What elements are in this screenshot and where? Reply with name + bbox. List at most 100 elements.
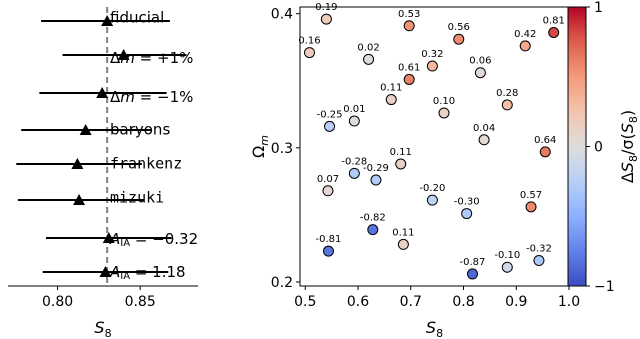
scatter-point-label: -0.87 [460, 257, 486, 268]
scatter-point [303, 47, 315, 59]
scatter-point-label: -0.20 [419, 183, 445, 194]
scatter-point-group: 0.04 [473, 123, 495, 146]
scatter-point-group: 0.42 [514, 29, 536, 52]
scatter-point-label: 0.11 [380, 83, 402, 94]
scatter-point [403, 20, 415, 32]
errorbar-row-label: Δm = +1% [110, 49, 193, 67]
scatter-point-label: -0.25 [317, 109, 343, 120]
errorbar-row: fiducial [41, 9, 170, 27]
errorbar-marker [99, 266, 112, 277]
scatter-point-group: 0.07 [317, 174, 339, 197]
scatter-point-label: 0.19 [315, 2, 337, 13]
errorbar-row-label: fiducial [110, 9, 164, 27]
scatter-point-label: 0.06 [469, 56, 491, 67]
scatter-point-label: 0.53 [398, 9, 420, 20]
scatter-point-group: -0.29 [363, 163, 389, 186]
scatter-point-group: -0.20 [419, 183, 445, 206]
colorbar-tick-label: −1 [594, 279, 615, 295]
scatter-point-group: -0.10 [494, 250, 520, 273]
colorbar-tick-label: 1 [594, 0, 603, 16]
right-x-axis: 0.5 0.6 0.7 0.8 0.9 1.0 [294, 286, 580, 310]
errorbar-row-label: frankenz [110, 155, 182, 173]
scatter-point-group: 0.11 [390, 147, 412, 170]
scatter-point-group: -0.25 [317, 109, 343, 132]
left-x-axis-label: S8 [94, 318, 111, 339]
scatter-point-group: 0.16 [298, 36, 321, 59]
right-y-axis-label: Ωm [249, 135, 271, 158]
scatter-point-group: 0.81 [543, 15, 565, 38]
scatter-point-group: 0.57 [520, 190, 542, 213]
right-y-tick-label: 0.3 [271, 141, 293, 157]
right-x-tick-label: 0.7 [400, 294, 422, 310]
errorbar-marker [79, 124, 92, 135]
scatter-point-group: 0.02 [357, 42, 380, 65]
scatter-point [348, 167, 360, 179]
scatter-point [461, 208, 473, 220]
scatter-point-label: 0.04 [473, 123, 495, 134]
scatter-point [474, 67, 486, 79]
scatter-point-group: -0.30 [454, 197, 480, 220]
scatter-point [395, 158, 407, 170]
left-x-tick-label: 0.85 [125, 294, 156, 310]
errorbar-row: frankenz [16, 155, 182, 173]
scatter-point [322, 185, 334, 197]
scatter-point-group: 0.61 [398, 62, 420, 85]
scatter-point-label: 0.16 [298, 36, 320, 47]
errorbar-marker [73, 194, 86, 205]
scatter-point [548, 26, 560, 38]
scatter-point-label: 0.42 [514, 29, 536, 40]
right-y-tick-label: 0.4 [271, 7, 293, 23]
scatter-point [426, 60, 438, 72]
scatter-point [453, 33, 465, 45]
scatter-point-group: 0.19 [315, 2, 338, 25]
scatter-point [466, 268, 478, 280]
right-x-tick-label: 0.6 [347, 294, 369, 310]
scatter-point-label: 0.56 [448, 22, 470, 33]
errorbar-row-label: baryons [110, 121, 170, 139]
scatter-point-label: 0.11 [390, 147, 412, 158]
scatter-point [397, 238, 409, 250]
scatter-point [370, 174, 382, 186]
left-x-tick-label: 0.80 [42, 294, 73, 310]
scatter-point [403, 73, 415, 85]
scatter-point-group: 0.01 [343, 104, 365, 127]
scatter-point [348, 115, 360, 127]
scatter-point-group: -0.87 [460, 257, 486, 280]
scatter-point-group: 0.11 [380, 83, 402, 106]
scatter-point [501, 99, 513, 111]
errorbar-row: baryons [21, 121, 170, 139]
right-x-tick-label: 0.8 [452, 294, 474, 310]
scatter-point [519, 40, 531, 52]
left-plot-content: fiducial Δm = +1% Δm = −1% baryons frankenz m… [16, 7, 198, 286]
scatter-point-label: -0.32 [526, 244, 552, 255]
errorbar-row-label: Δm = −1% [110, 88, 193, 106]
scatter-point [363, 53, 375, 65]
scatter-point-label: 0.64 [534, 135, 556, 146]
scatter-point-label: 0.81 [543, 15, 565, 26]
scatter-point-label: 0.57 [520, 190, 542, 201]
colorbar-gradient [567, 6, 587, 287]
right-x-tick-label: 0.5 [294, 294, 316, 310]
scatter-point-group: 0.64 [534, 135, 556, 158]
scatter-point [539, 146, 551, 158]
scatter-point-label: 0.02 [357, 42, 379, 53]
scatter-point-label: 0.01 [343, 104, 365, 115]
scatter-point [320, 13, 332, 25]
errorbar-row-label: AIA = −0.32 [109, 230, 198, 250]
errorbar-marker [101, 15, 114, 26]
scatter-point-label: -0.82 [360, 213, 386, 224]
scatter-point [426, 194, 438, 206]
scatter-panel: 0.19 0.53 0.56 0.42 0.81 0.16 0.02 0.32 0.06 0.61… [249, 2, 580, 339]
right-x-axis-label: S8 [426, 318, 443, 339]
errorbar-marker [96, 87, 109, 98]
scatter-point-label: 0.32 [421, 49, 443, 60]
right-y-axis: 0.2 0.3 0.4 [271, 7, 300, 291]
errorbar-row: Δm = +1% [62, 49, 193, 67]
scatter-point-label: -0.10 [494, 250, 520, 261]
scatter-point [501, 261, 513, 273]
errorbar-marker [102, 232, 115, 243]
left-x-axis: 0.80 0.85 [8, 285, 198, 310]
errorbar-row-label: AIA = 1.18 [109, 263, 186, 283]
right-y-tick-label: 0.2 [271, 275, 293, 291]
scatter-point [478, 134, 490, 146]
